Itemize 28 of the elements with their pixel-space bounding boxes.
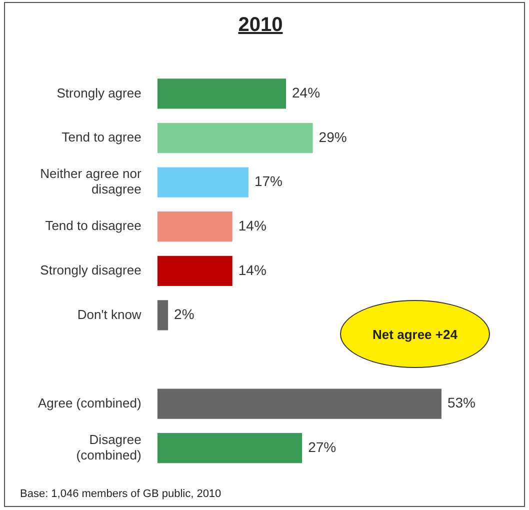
annotation: Net agree +24 bbox=[372, 326, 458, 342]
y-tick-label: Strongly disagree bbox=[40, 262, 142, 278]
bar bbox=[157, 300, 168, 330]
y-tick-label: Strongly agree bbox=[56, 85, 142, 100]
data-label: 29% bbox=[318, 128, 347, 145]
chart-title: 2010 bbox=[237, 14, 284, 37]
data-label: 24% bbox=[292, 84, 320, 101]
data-label: 27% bbox=[308, 438, 336, 455]
bar bbox=[157, 212, 232, 242]
oval-callout: Net agree +24 bbox=[340, 300, 490, 368]
bar bbox=[157, 388, 442, 419]
data-label: 2% bbox=[174, 306, 194, 322]
bar bbox=[157, 433, 302, 464]
bar bbox=[157, 167, 248, 198]
bar bbox=[157, 122, 313, 154]
y-tick-label: Tend to agree bbox=[62, 130, 142, 145]
data-label: 17% bbox=[254, 173, 282, 190]
y-tick-label: Disagree (combined) bbox=[76, 432, 142, 462]
data-label: 14% bbox=[238, 217, 266, 234]
text: Base: 1,046 members of GB public, 2010 bbox=[20, 488, 222, 500]
data-label: 53% bbox=[447, 394, 476, 411]
bar bbox=[157, 256, 232, 286]
y-tick-label: Agree (combined) bbox=[38, 395, 142, 410]
y-tick-label: Don't know bbox=[77, 306, 142, 322]
y-tick-label: Tend to disagree bbox=[45, 218, 142, 234]
bar bbox=[157, 78, 286, 109]
y-tick-label: Neither agree nor disagree bbox=[40, 166, 142, 197]
data-label: 14% bbox=[238, 262, 266, 278]
